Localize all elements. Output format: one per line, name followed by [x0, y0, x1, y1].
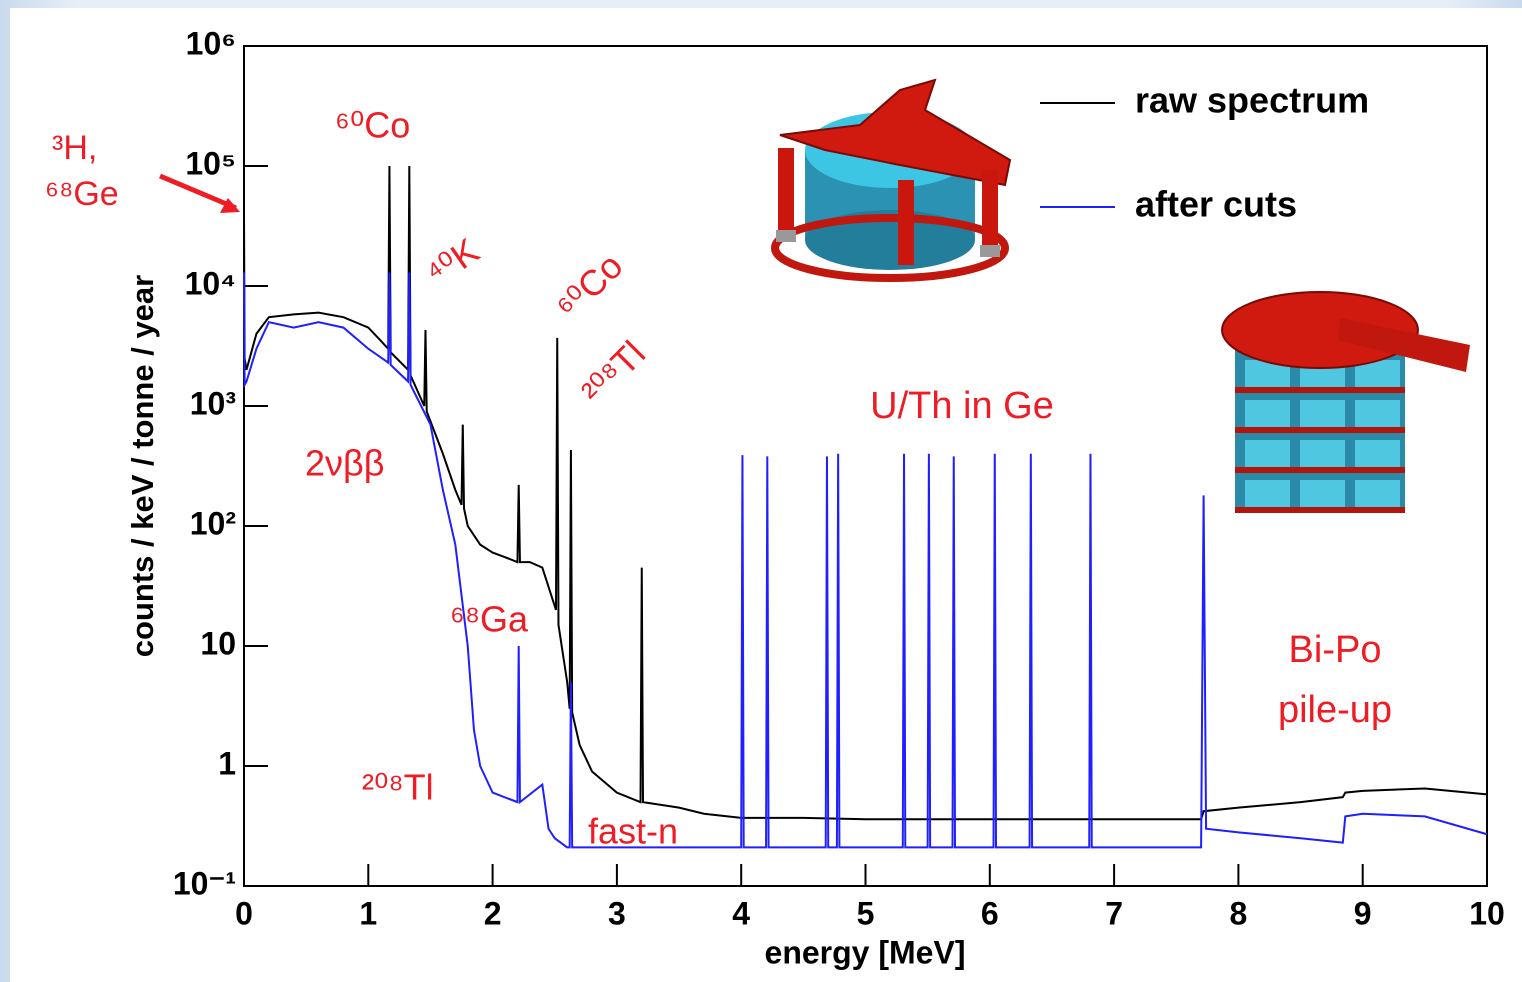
x-tick-label: 5 [857, 895, 875, 931]
chart: energy [MeV] counts / keV / tonne / year… [0, 0, 1522, 982]
y-tick-label: 10² [190, 505, 236, 541]
annotation: fast-n [588, 811, 678, 852]
y-tick-label: 10 [200, 625, 236, 661]
y-tick-label: 10⁵ [185, 145, 236, 181]
annotation: ³H, [52, 129, 97, 167]
annotation: Bi-Po [1289, 629, 1382, 671]
annotation: ⁶⁸Ga [450, 599, 529, 640]
annotation: ⁶⁸Ge [45, 175, 119, 213]
annotation: ²⁰⁸Tl [362, 767, 434, 808]
x-tick-label: 7 [1105, 895, 1123, 931]
annotation: ⁶⁰Co [335, 105, 410, 146]
y-tick-label: 10⁴ [185, 265, 236, 301]
x-tick-label: 1 [359, 895, 377, 931]
annotation: pile-up [1278, 689, 1392, 731]
x-tick-label: 6 [981, 895, 999, 931]
x-tick-label: 8 [1230, 895, 1248, 931]
x-axis-label: energy [MeV] [765, 934, 966, 970]
x-tick-label: 0 [235, 895, 253, 931]
y-tick-label: 1 [218, 745, 236, 781]
y-tick-label: 10⁶ [186, 25, 236, 61]
legend-label: after cuts [1135, 184, 1297, 225]
x-tick-label: 9 [1354, 895, 1372, 931]
x-tick-label: 2 [484, 895, 502, 931]
annotation: 2νββ [305, 443, 384, 484]
x-tick-label: 3 [608, 895, 626, 931]
legend-label: raw spectrum [1135, 80, 1369, 121]
y-tick-label: 10³ [190, 385, 236, 421]
x-tick-label: 10 [1469, 895, 1505, 931]
annotation: U/Th in Ge [870, 385, 1054, 427]
y-axis-label: counts / keV / tonne / year [125, 275, 160, 657]
y-tick-label: 10⁻¹ [173, 865, 236, 901]
x-tick-label: 4 [732, 895, 750, 931]
page: energy [MeV] counts / keV / tonne / year… [0, 0, 1522, 982]
